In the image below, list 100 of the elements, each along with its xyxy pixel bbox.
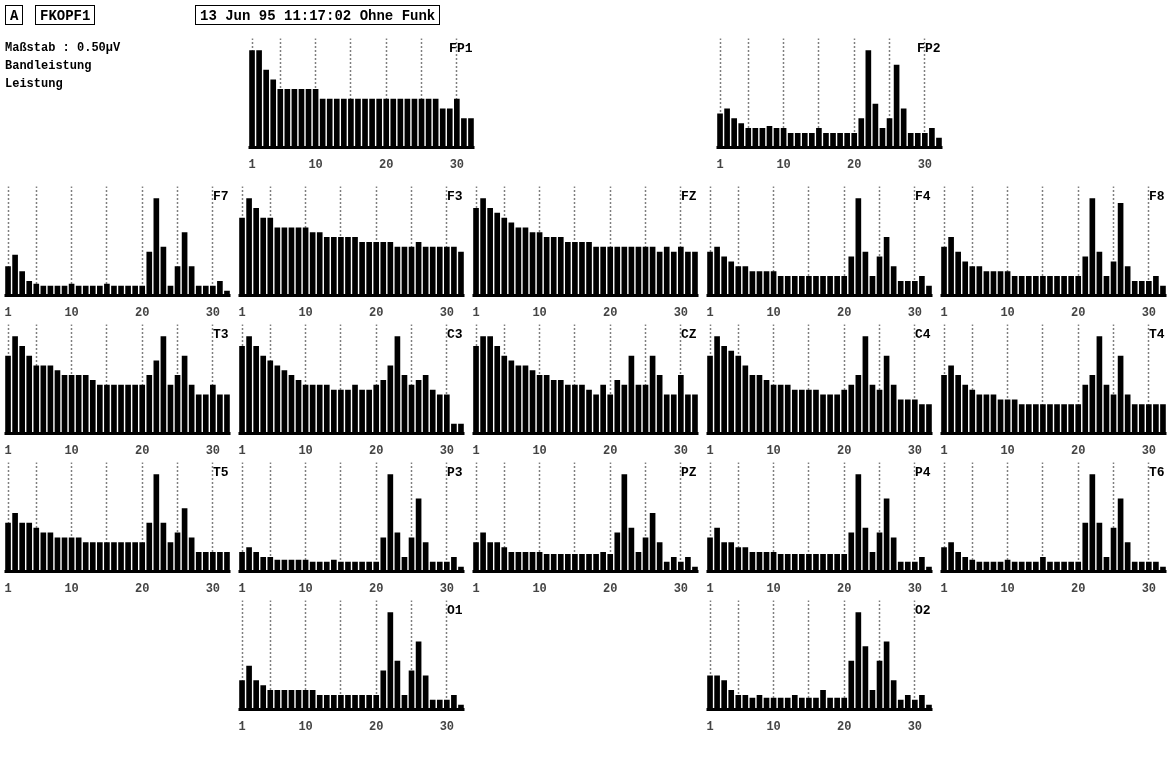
x-tick-label: 30 — [439, 443, 455, 458]
chart-title: T6 — [1148, 464, 1165, 480]
x-tick-label: 20 — [837, 443, 852, 458]
x-tick-label: 30 — [673, 305, 689, 320]
text: Maßstab : 0.50µV — [5, 41, 121, 55]
x-tick-label: 20 — [837, 719, 852, 734]
text: Bandleistung — [5, 59, 92, 73]
x-tick-label: 10 — [1000, 305, 1015, 320]
x-tick-label: 1 — [940, 305, 948, 320]
x-tick-label: 1 — [472, 443, 480, 458]
x-tick-label: 20 — [1071, 443, 1086, 458]
x-tick-label: 30 — [907, 581, 923, 596]
x-tick-label: 10 — [532, 581, 547, 596]
x-tick-label: 20 — [379, 157, 394, 172]
chart-title: FZ — [680, 188, 697, 204]
x-tick-label: 30 — [449, 157, 465, 172]
x-tick-label: 10 — [766, 581, 781, 596]
x-tick-label: 20 — [369, 443, 384, 458]
x-tick-label: 1 — [248, 157, 256, 172]
chart-title: FP1 — [449, 40, 473, 56]
x-tick-label: 10 — [1000, 443, 1015, 458]
x-tick-label: 1 — [472, 581, 480, 596]
x-tick-label: 30 — [1141, 581, 1157, 596]
x-tick-label: 20 — [369, 581, 384, 596]
x-tick-label: 1 — [238, 443, 246, 458]
text: Leistung — [5, 77, 63, 91]
chart-title: F4 — [914, 188, 931, 204]
x-tick-label: 1 — [238, 581, 246, 596]
chart-title: T5 — [212, 464, 229, 480]
chart-title: C3 — [446, 326, 463, 342]
x-tick-label: 20 — [135, 305, 150, 320]
x-tick-label: 10 — [64, 581, 79, 596]
x-tick-label: 10 — [298, 581, 313, 596]
x-tick-label: 10 — [776, 157, 791, 172]
x-tick-label: 1 — [472, 305, 480, 320]
chart-title: F3 — [446, 188, 463, 204]
x-tick-label: 20 — [603, 581, 618, 596]
chart-title: FP2 — [917, 40, 941, 56]
x-tick-label: 20 — [847, 157, 862, 172]
x-tick-label: 1 — [706, 305, 714, 320]
x-tick-label: 20 — [603, 443, 618, 458]
x-tick-label: 30 — [1141, 443, 1157, 458]
x-tick-label: 30 — [1141, 305, 1157, 320]
x-tick-label: 30 — [673, 443, 689, 458]
chart-title: T3 — [212, 326, 229, 342]
x-tick-label: 10 — [766, 443, 781, 458]
x-tick-label: 20 — [1071, 305, 1086, 320]
x-tick-label: 10 — [64, 443, 79, 458]
x-tick-label: 20 — [837, 581, 852, 596]
x-tick-label: 30 — [205, 581, 221, 596]
x-tick-label: 30 — [907, 305, 923, 320]
x-tick-label: 30 — [439, 581, 455, 596]
text: A — [5, 5, 24, 25]
x-tick-label: 1 — [4, 581, 12, 596]
chart-title: O2 — [914, 602, 931, 618]
x-tick-label: 10 — [298, 719, 313, 734]
x-tick-label: 1 — [238, 719, 246, 734]
chart-title: C4 — [914, 326, 931, 342]
x-tick-label: 1 — [716, 157, 724, 172]
x-tick-label: 10 — [64, 305, 79, 320]
x-tick-label: 1 — [706, 443, 714, 458]
x-tick-label: 30 — [673, 581, 689, 596]
x-tick-label: 1 — [940, 443, 948, 458]
x-tick-label: 20 — [369, 305, 384, 320]
chart-title: O1 — [446, 602, 463, 618]
x-tick-label: 10 — [766, 305, 781, 320]
text: FKOPF1 — [35, 5, 96, 25]
x-tick-label: 20 — [1071, 581, 1086, 596]
x-tick-label: 10 — [298, 305, 313, 320]
chart-title: PZ — [680, 464, 697, 480]
x-tick-label: 30 — [917, 157, 933, 172]
x-tick-label: 20 — [135, 581, 150, 596]
x-tick-label: 30 — [205, 305, 221, 320]
x-tick-label: 30 — [907, 719, 923, 734]
x-tick-label: 20 — [837, 305, 852, 320]
x-tick-label: 10 — [1000, 581, 1015, 596]
x-tick-label: 30 — [907, 443, 923, 458]
chart-title: CZ — [680, 326, 697, 342]
x-tick-label: 10 — [766, 719, 781, 734]
x-tick-label: 30 — [439, 305, 455, 320]
x-tick-label: 10 — [532, 443, 547, 458]
x-tick-label: 10 — [298, 443, 313, 458]
x-tick-label: 1 — [4, 443, 12, 458]
x-tick-label: 1 — [4, 305, 12, 320]
x-tick-label: 30 — [439, 719, 455, 734]
text: 13 Jun 95 11:17:02 Ohne Funk — [195, 5, 441, 25]
x-tick-label: 1 — [706, 719, 714, 734]
x-tick-label: 20 — [603, 305, 618, 320]
x-tick-label: 1 — [940, 581, 948, 596]
x-tick-label: 20 — [135, 443, 150, 458]
x-tick-label: 30 — [205, 443, 221, 458]
x-tick-label: 1 — [706, 581, 714, 596]
chart-title: F8 — [1148, 188, 1165, 204]
chart-title: P3 — [446, 464, 463, 480]
chart-title: T4 — [1148, 326, 1165, 342]
chart-title: F7 — [212, 188, 229, 204]
x-tick-label: 10 — [532, 305, 547, 320]
x-tick-label: 10 — [308, 157, 323, 172]
chart-title: P4 — [914, 464, 931, 480]
x-tick-label: 1 — [238, 305, 246, 320]
